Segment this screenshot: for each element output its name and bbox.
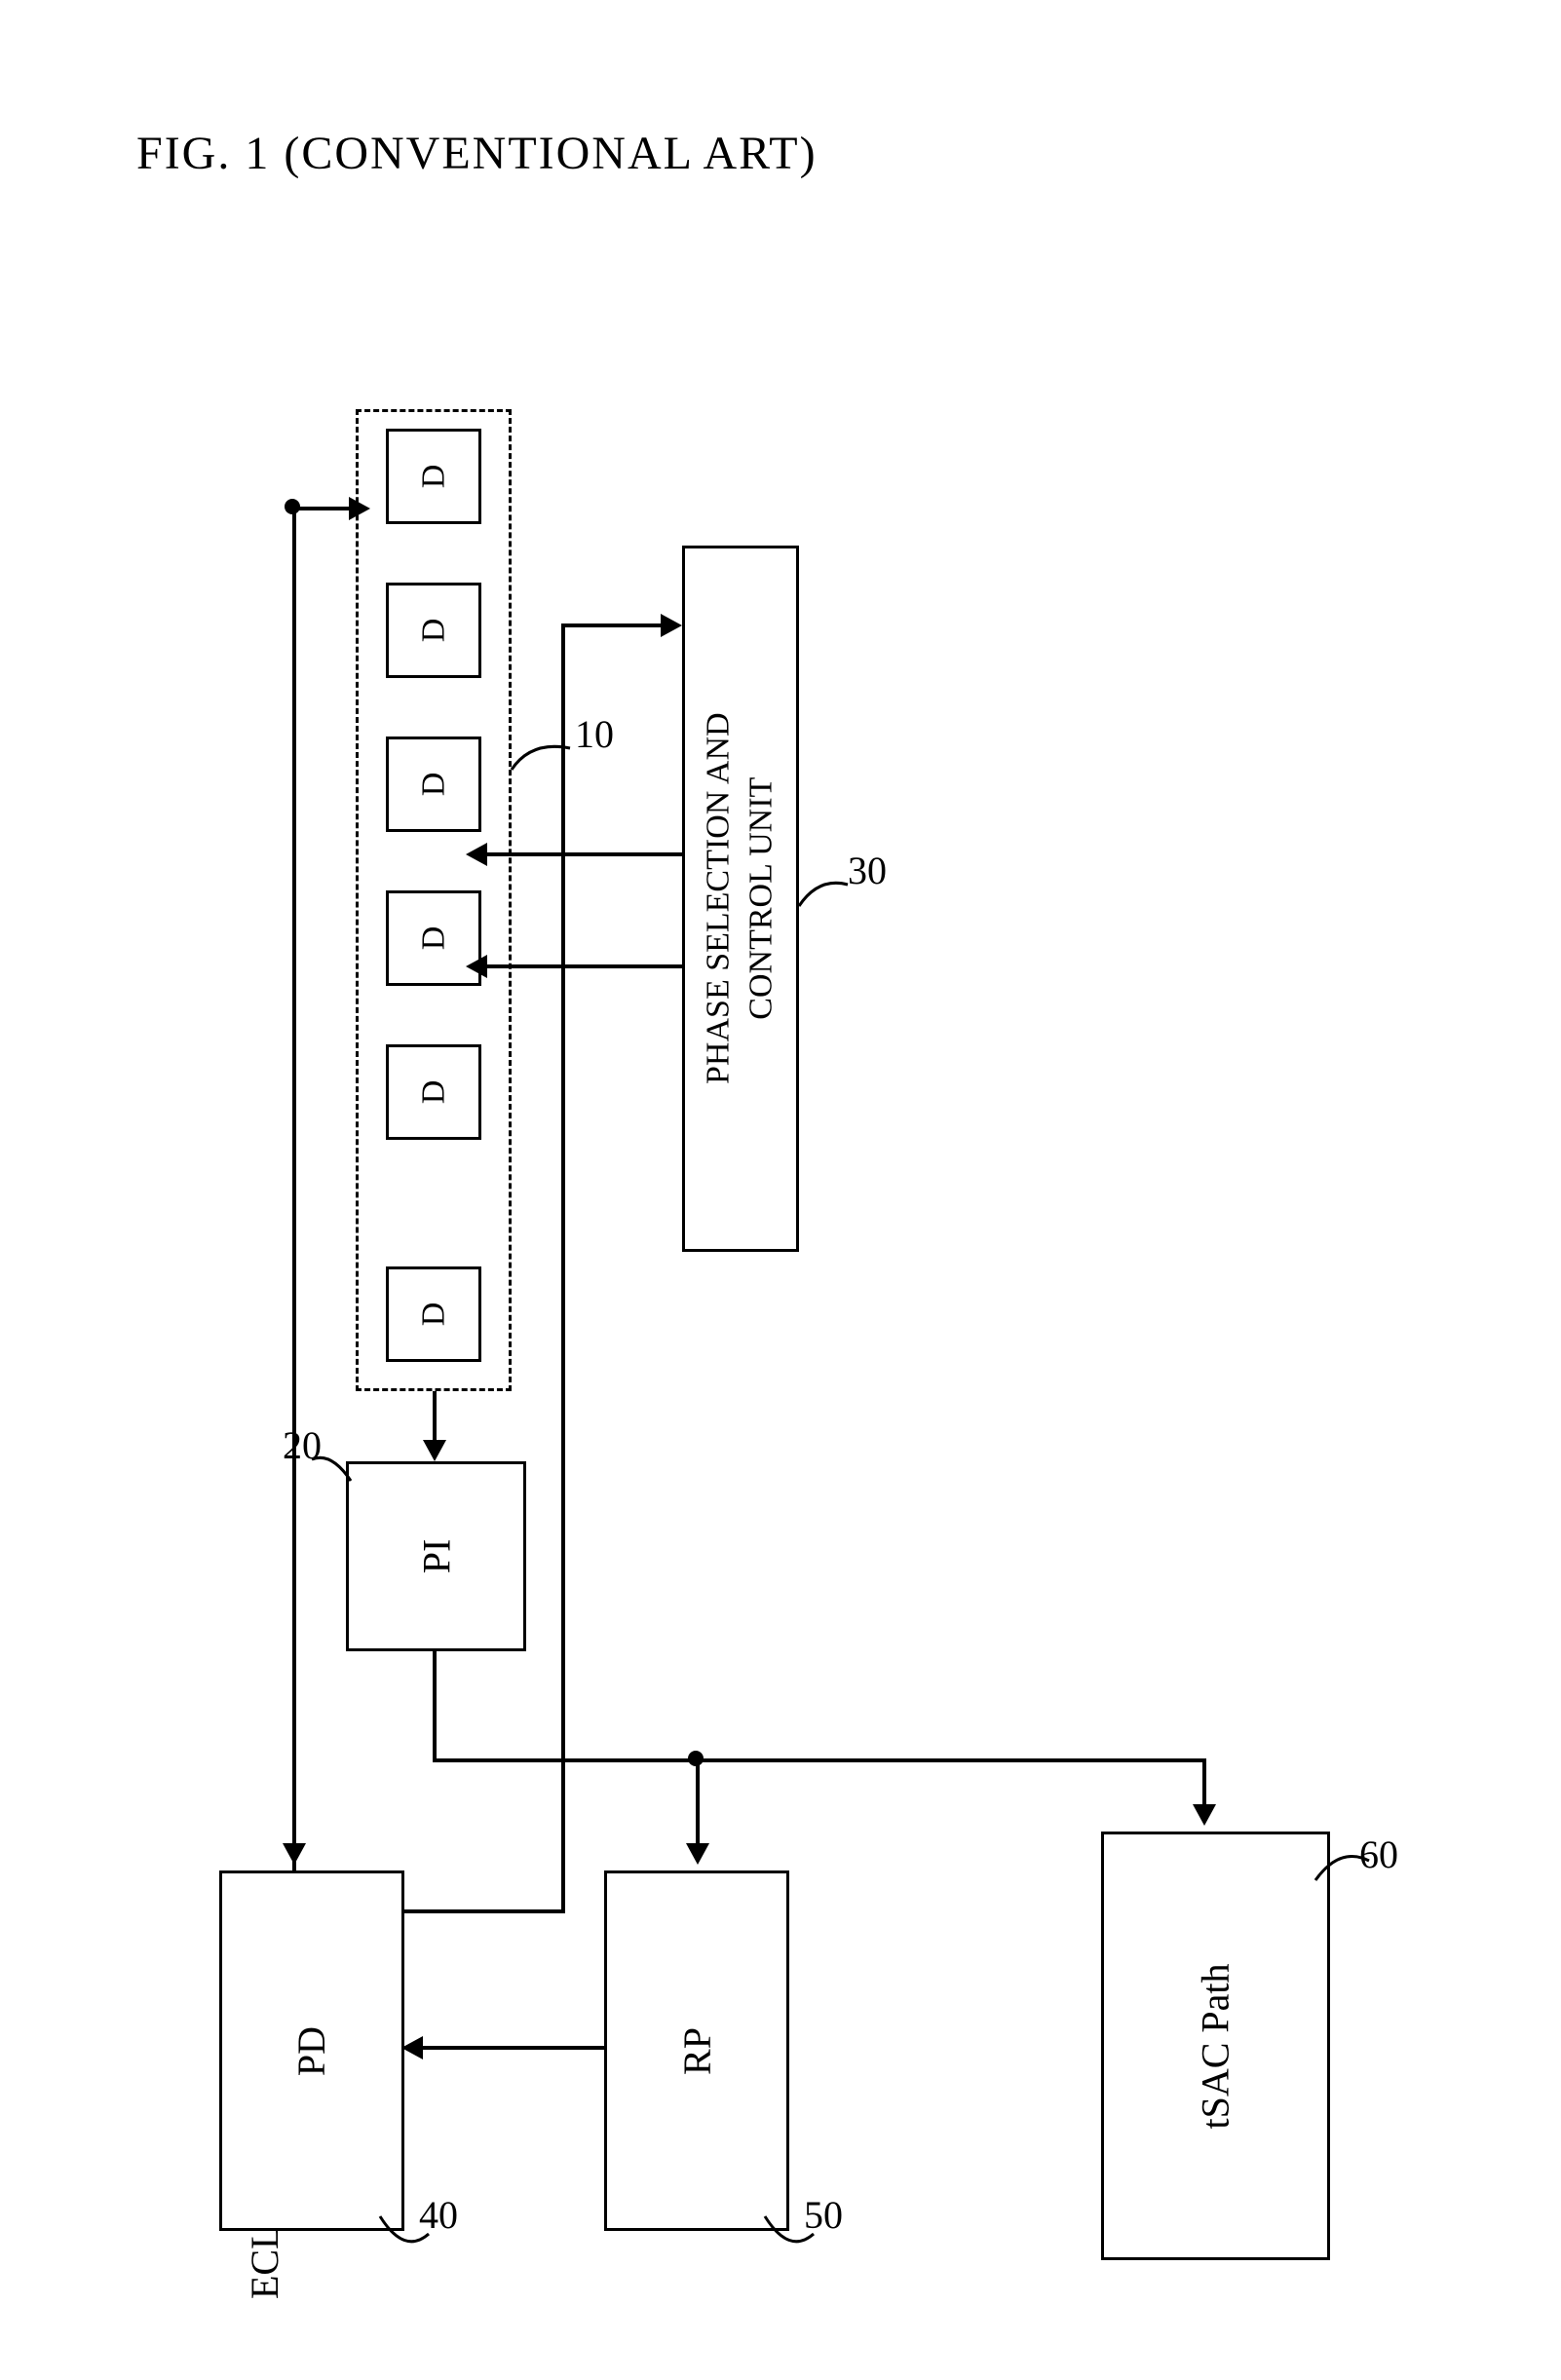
delay-to-pi-arrow bbox=[423, 1440, 446, 1461]
phase-ctrl-block: PHASE SELECTION ANDCONTROL UNIT bbox=[682, 546, 799, 1252]
pi-to-tsac-arrow bbox=[1193, 1804, 1216, 1826]
pd-label: PD bbox=[288, 2025, 334, 2075]
delay-cell-label: D bbox=[415, 619, 452, 643]
ref-10-leader bbox=[512, 740, 580, 779]
tsac-label: tSAC Path bbox=[1193, 1963, 1238, 2129]
delay-cell-label: D bbox=[415, 1080, 452, 1105]
eclk-delay-node bbox=[285, 499, 300, 514]
ref-30-leader bbox=[799, 877, 857, 916]
ref-10: 10 bbox=[575, 711, 614, 757]
figure-title: FIG. 1 (CONVENTIONAL ART) bbox=[136, 127, 818, 180]
ctrl-to-d3-h bbox=[481, 852, 682, 856]
eclk-to-pd-arrow bbox=[283, 1843, 306, 1865]
delay-cell-label: D bbox=[415, 926, 452, 951]
pd-to-ctrl-arrow bbox=[661, 614, 682, 637]
rp-to-pd bbox=[417, 2046, 604, 2050]
ref-50-leader bbox=[765, 2216, 819, 2260]
rp-label: RP bbox=[674, 2027, 720, 2075]
delay-cell-label: D bbox=[415, 1303, 452, 1327]
tsac-block: tSAC Path bbox=[1101, 1832, 1330, 2260]
pi-label: PI bbox=[413, 1539, 459, 1574]
delay-cell-label: D bbox=[415, 773, 452, 797]
ctrl-to-d3-arrow bbox=[466, 843, 487, 866]
ref-20-leader bbox=[312, 1452, 361, 1491]
delay-cell-1: D bbox=[386, 583, 481, 678]
eclk-into-delay bbox=[292, 507, 356, 510]
ctrl-to-d4-arrow bbox=[466, 955, 487, 978]
pd-to-ctrl-h2 bbox=[561, 623, 668, 627]
ref-60-leader bbox=[1315, 1851, 1374, 1895]
delay-cell-label: D bbox=[415, 465, 452, 489]
pi-out-h bbox=[433, 1758, 1202, 1762]
ref-40-leader bbox=[380, 2216, 434, 2260]
ctrl-to-d4-h bbox=[481, 964, 682, 968]
pi-to-rp bbox=[696, 1758, 700, 1851]
pd-block: PD bbox=[219, 1870, 404, 2231]
pi-to-rp-arrow bbox=[686, 1843, 709, 1865]
delay-cell-5: D bbox=[386, 1266, 481, 1362]
pd-to-ctrl-v bbox=[561, 623, 565, 1913]
rp-to-pd-arrow bbox=[401, 2036, 423, 2059]
pi-block: PI bbox=[346, 1461, 526, 1651]
delay-cell-2: D bbox=[386, 737, 481, 832]
delay-cell-0: D bbox=[386, 429, 481, 524]
rp-block: RP bbox=[604, 1870, 789, 2231]
pi-out-wire bbox=[433, 1651, 437, 1758]
phase-ctrl-label: PHASE SELECTION ANDCONTROL UNIT bbox=[698, 713, 783, 1085]
delay-cell-4: D bbox=[386, 1044, 481, 1140]
pd-to-ctrl-h1 bbox=[404, 1909, 565, 1913]
